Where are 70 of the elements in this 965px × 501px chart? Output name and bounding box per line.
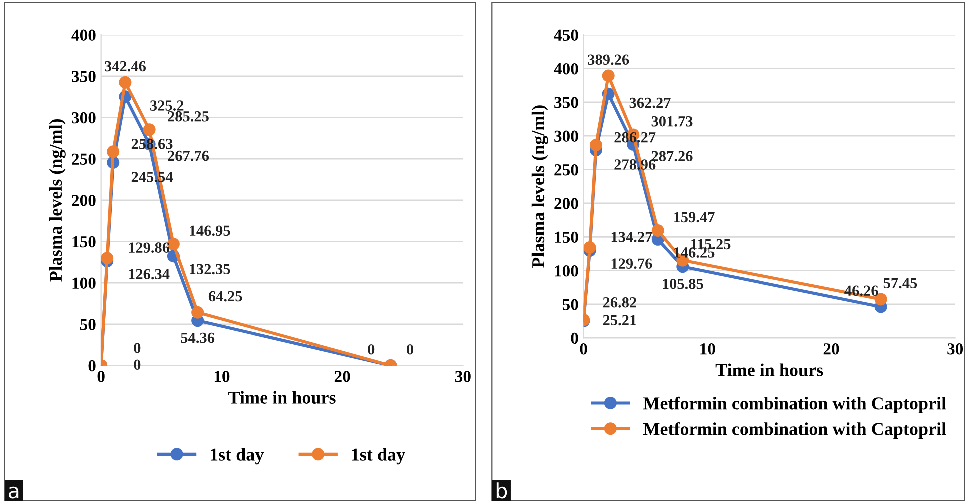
y-tick-label: 250 — [72, 154, 96, 166]
data-label: 159.47 — [674, 212, 715, 223]
y-tick-label: 350 — [554, 97, 578, 108]
point — [584, 241, 596, 254]
y-tick-label: 450 — [554, 30, 578, 42]
legend-label: 1st day — [210, 448, 264, 465]
data-label: 129.76 — [612, 258, 652, 270]
y-tick-label: 400 — [554, 63, 578, 75]
legend-label: 1st day — [352, 448, 406, 465]
y-tick-label: 350 — [72, 71, 96, 82]
text: b — [496, 482, 508, 499]
data-label: 54.36 — [181, 332, 215, 344]
y-tick-label: 0 — [88, 360, 96, 372]
x-tick-label: 20 — [824, 344, 840, 355]
data-label: 132.35 — [190, 264, 230, 275]
data-label: 129.86 — [129, 242, 170, 254]
y-tick-label: 0 — [571, 332, 578, 344]
point — [119, 76, 132, 89]
x-axis-title: Time in hours — [716, 364, 824, 376]
x-tick-label: 20 — [334, 371, 350, 382]
point — [107, 146, 120, 158]
text: a — [8, 486, 19, 499]
x-tick-label: 10 — [700, 344, 716, 355]
x-tick-label: 30 — [948, 344, 964, 355]
legend-label: Metformin combination with Captopril — [643, 422, 946, 439]
data-label: 0 — [134, 360, 141, 370]
data-label: 267.76 — [168, 150, 210, 162]
data-label: 105.85 — [663, 278, 704, 290]
y-tick-label: 200 — [72, 195, 96, 206]
data-label: 389.26 — [588, 54, 630, 66]
point — [652, 224, 664, 238]
y-tick-label: 400 — [72, 30, 96, 42]
data-label: 285.25 — [168, 111, 209, 122]
data-label: 26.82 — [603, 297, 636, 308]
y-tick-label: 100 — [555, 266, 578, 277]
data-label: 64.25 — [208, 291, 242, 302]
y-tick-label: 150 — [72, 236, 96, 248]
y-axis-title: Plasma levels (ng/ml) — [532, 106, 548, 268]
y-tick-label: 300 — [554, 130, 578, 142]
point — [101, 252, 114, 265]
point — [590, 139, 602, 152]
point — [143, 124, 156, 136]
data-label: 342.46 — [105, 61, 146, 72]
y-tick-label: 100 — [72, 278, 96, 290]
x-axis-title: Time in hours — [228, 391, 336, 404]
data-label: 325.2 — [150, 100, 184, 112]
y-tick-label: 50 — [562, 299, 578, 310]
data-label: 301.73 — [652, 116, 693, 127]
data-label: 25.21 — [603, 315, 636, 326]
data-label: 362.27 — [630, 98, 671, 108]
y-tick-label: 150 — [555, 232, 578, 244]
data-label: 46.26 — [844, 286, 878, 296]
data-label: 134.27 — [612, 232, 652, 242]
data-label: 115.25 — [691, 239, 731, 250]
legend-label: Metformin combination with Captopril — [643, 396, 946, 414]
x-tick-label: 0 — [580, 344, 588, 355]
data-label: 126.34 — [129, 269, 170, 280]
y-tick-label: 300 — [72, 112, 96, 124]
y-axis-title: Plasma levels (ng/ml) — [49, 119, 66, 282]
data-label: 146.95 — [190, 226, 230, 236]
data-label: 287.26 — [652, 151, 693, 162]
data-label: 57.45 — [884, 278, 918, 289]
point — [192, 306, 204, 319]
point — [602, 70, 615, 82]
x-tick-label: 0 — [98, 371, 105, 382]
y-tick-label: 200 — [554, 198, 578, 210]
y-tick-label: 250 — [554, 164, 578, 176]
x-tick-label: 30 — [455, 371, 471, 382]
y-tick-label: 50 — [80, 319, 96, 330]
x-tick-label: 10 — [214, 371, 230, 382]
